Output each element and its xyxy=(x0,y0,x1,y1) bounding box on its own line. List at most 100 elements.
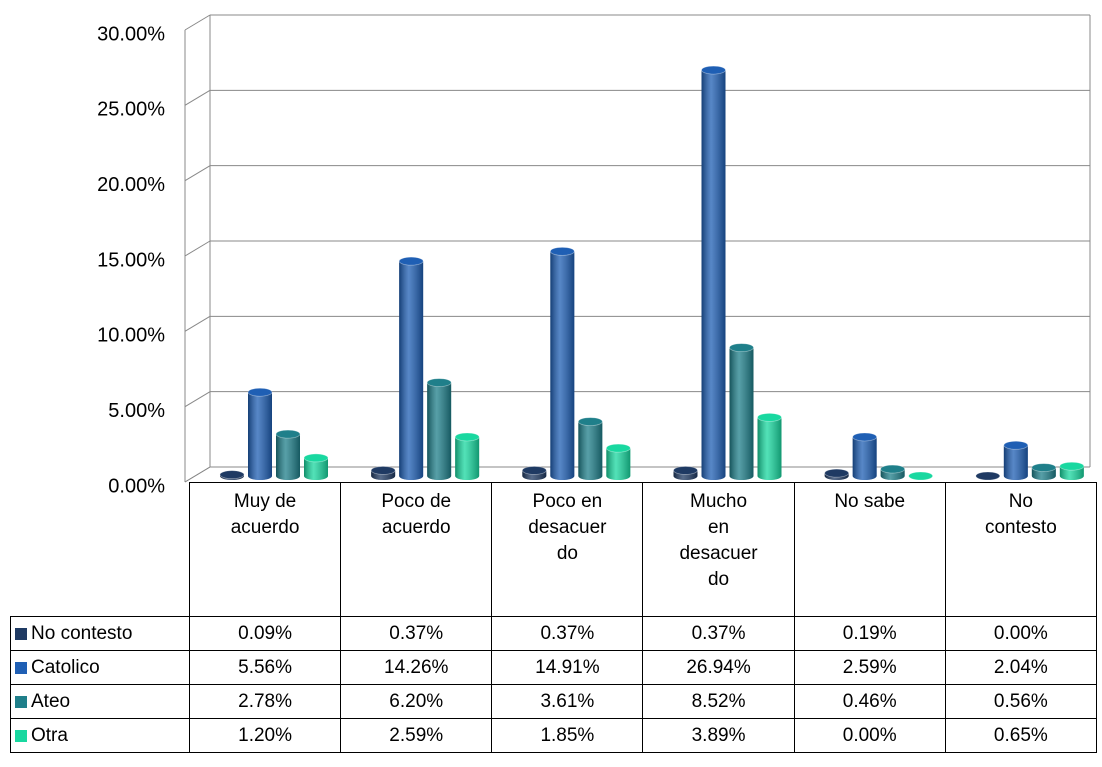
bar xyxy=(729,343,754,480)
value-cell: 3.89% xyxy=(642,718,795,753)
bar-shade xyxy=(550,251,575,480)
bar xyxy=(1031,463,1057,480)
bar-top xyxy=(247,387,273,397)
bar xyxy=(1003,440,1029,480)
grid-line xyxy=(184,14,211,31)
value-cell: 2.59% xyxy=(793,650,946,685)
value-cell: 14.91% xyxy=(491,650,644,685)
x-tick-label: Poco en desacuerdo xyxy=(528,491,607,564)
bar-shade xyxy=(701,70,726,480)
bar-top xyxy=(219,470,245,480)
bar xyxy=(908,471,934,481)
bar-top xyxy=(303,453,329,463)
bar-top xyxy=(908,471,934,481)
bar-shade xyxy=(304,457,328,480)
value-cell: 2.78% xyxy=(188,684,342,719)
bar xyxy=(701,65,726,480)
grid-line xyxy=(184,315,211,332)
grid-line xyxy=(184,391,211,408)
bar-top xyxy=(757,412,782,422)
legend-entry: Ateo xyxy=(10,684,190,719)
category-cell: Muy de acuerdo xyxy=(188,482,342,617)
bar xyxy=(852,432,878,480)
grid-line xyxy=(184,240,211,257)
bar-top xyxy=(605,443,631,453)
category-cell: Poco en desacuerdo xyxy=(491,482,644,617)
bar-shade xyxy=(1059,466,1084,480)
legend-entry: No contesto xyxy=(10,616,190,651)
bar-shade xyxy=(1003,445,1028,480)
value-cell: 0.00% xyxy=(793,718,946,753)
bar xyxy=(521,466,547,480)
table-corner xyxy=(10,482,190,617)
bar-shade xyxy=(1031,467,1056,480)
value-cell: 0.00% xyxy=(944,616,1097,651)
x-tick-label: No sabe xyxy=(834,491,906,512)
legend-key xyxy=(15,627,27,640)
category-cell: Mucho en desacuerdo xyxy=(642,482,795,617)
value-cell: 2.59% xyxy=(340,718,493,753)
bar-top xyxy=(549,246,575,256)
bar-top xyxy=(1003,440,1029,450)
value-cell: 2.04% xyxy=(944,650,1097,685)
y-tick-label: 15.00% xyxy=(97,249,165,271)
bar-shade xyxy=(455,436,480,480)
bar xyxy=(1059,461,1085,480)
value-cell: 5.56% xyxy=(188,650,342,685)
legend-entry: Catolico xyxy=(10,650,190,685)
legend-label: No contesto xyxy=(31,622,133,644)
grid-line xyxy=(184,89,211,106)
bar-top xyxy=(880,464,906,474)
bar-shade xyxy=(522,470,547,480)
value-cell: 0.46% xyxy=(793,684,946,719)
bar-shade xyxy=(606,448,631,480)
data-table: Muy de acuerdo Poco de acuerdo Poco en des… xyxy=(10,482,1097,753)
bar xyxy=(605,443,631,480)
value-cell: 0.37% xyxy=(340,616,493,651)
category-cell: Poco de acuerdo xyxy=(340,482,493,617)
bar xyxy=(673,466,698,480)
bar xyxy=(824,468,850,480)
bar-shade xyxy=(399,261,424,480)
y-tick-label: 10.00% xyxy=(97,325,165,347)
bar-top xyxy=(824,468,850,478)
value-cell: 14.26% xyxy=(340,650,493,685)
bar xyxy=(880,464,906,480)
bar-top xyxy=(1031,463,1057,472)
bar xyxy=(426,378,452,480)
bar-shade xyxy=(852,436,877,480)
value-cell: 8.52% xyxy=(642,684,795,719)
bar-shade xyxy=(578,421,603,480)
bar xyxy=(303,453,329,480)
bar-shade xyxy=(427,382,452,480)
value-cell: 0.37% xyxy=(642,616,795,651)
legend-entry: Otra xyxy=(10,718,190,753)
category-cell: No sabe xyxy=(793,482,946,617)
value-cell: 0.56% xyxy=(944,684,1097,719)
bar-top xyxy=(426,378,452,387)
bar xyxy=(370,466,396,480)
bar-shade xyxy=(824,473,849,480)
bar-shade xyxy=(276,434,300,480)
legend-key xyxy=(15,695,27,708)
bar-top xyxy=(701,65,726,75)
bar-top xyxy=(454,432,480,442)
x-tick-label: Mucho en desacuerdo xyxy=(679,491,758,590)
bar xyxy=(549,246,575,480)
legend-label: Ateo xyxy=(31,690,71,712)
value-cell: 3.61% xyxy=(491,684,644,719)
x-tick-label: Muy de acuerdo xyxy=(230,491,300,538)
bar-shade xyxy=(248,392,272,480)
x-tick-label: No contesto xyxy=(984,491,1057,538)
value-cell: 1.85% xyxy=(491,718,644,753)
bar-top xyxy=(975,471,1001,481)
value-cell: 26.94% xyxy=(642,650,795,685)
legend-key xyxy=(15,729,27,742)
bar xyxy=(275,429,301,480)
bar xyxy=(975,471,1001,481)
bar-shade xyxy=(220,474,244,480)
legend-key xyxy=(15,661,27,674)
bar-shade xyxy=(880,469,905,480)
